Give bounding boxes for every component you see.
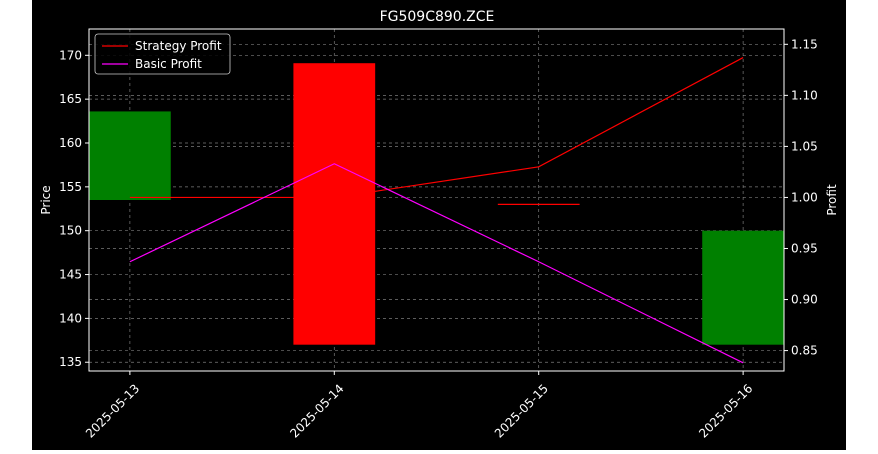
chart-title: FG509C890.ZCE xyxy=(380,9,495,25)
left-tick-label: 135 xyxy=(59,355,82,369)
right-tick-label: 0.85 xyxy=(791,344,818,358)
left-tick-label: 150 xyxy=(59,224,82,238)
left-tick-label: 165 xyxy=(59,92,82,106)
left-tick-label: 145 xyxy=(59,268,82,282)
candles xyxy=(89,63,784,345)
left-axis-label: Price xyxy=(39,185,53,214)
left-tick-label: 160 xyxy=(59,136,82,150)
right-tick-label: 1.15 xyxy=(791,37,818,51)
candle-body xyxy=(702,230,784,345)
series-line-strategy-profit xyxy=(129,57,744,199)
right-tick-label: 0.95 xyxy=(791,241,818,255)
candle-body xyxy=(293,63,376,345)
legend-label: Strategy Profit xyxy=(135,39,222,53)
right-tick-label: 1.05 xyxy=(791,139,818,153)
right-tick-label: 1.00 xyxy=(791,190,818,204)
right-axis-label: Profit xyxy=(825,184,839,216)
left-tick-label: 155 xyxy=(59,180,82,194)
legend-label: Basic Profit xyxy=(135,57,202,71)
left-tick-label: 140 xyxy=(59,311,82,325)
candle-body xyxy=(89,111,171,200)
profit-lines xyxy=(129,57,744,364)
plot-frame xyxy=(88,28,785,372)
right-tick-label: 1.10 xyxy=(791,88,818,102)
right-tick-label: 0.90 xyxy=(791,293,818,307)
left-tick-label: 170 xyxy=(59,48,82,62)
legend: Strategy Profit Basic Profit xyxy=(94,33,231,75)
series-line-basic-profit xyxy=(129,163,744,364)
legend-box xyxy=(94,33,231,75)
